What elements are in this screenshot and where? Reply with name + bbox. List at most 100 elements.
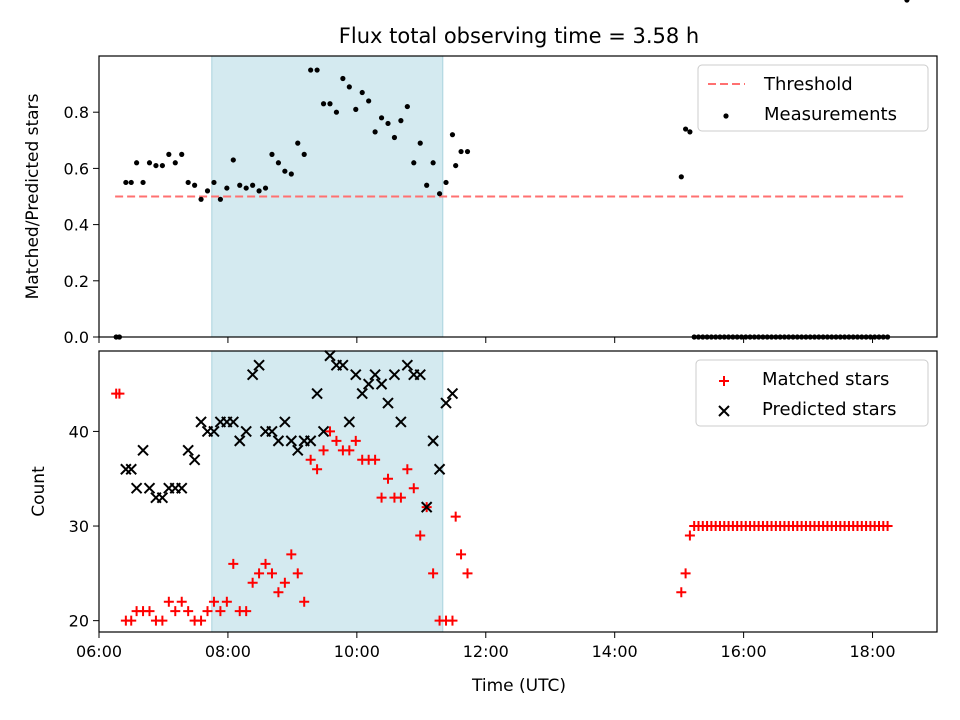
legend-dot-swatch [723, 113, 729, 119]
count-plus-point [176, 596, 187, 607]
count-cross-point [311, 387, 323, 400]
ratio-dot-point [204, 188, 211, 194]
count-plus-point [450, 511, 461, 522]
count-cross-point [188, 454, 201, 466]
ratio-dot-point [288, 171, 294, 177]
count-cross-point [137, 444, 149, 457]
count-y-axis-label: Count [29, 466, 49, 517]
count-cross-point [182, 444, 194, 457]
count-cross-point [446, 387, 459, 400]
y-tick-label: 0.4 [64, 216, 89, 235]
count-cross-point [195, 416, 207, 428]
count-plus-point [882, 521, 893, 532]
count-plus-point [376, 492, 387, 503]
count-cross-point [382, 397, 394, 409]
ratio-dot-point [372, 129, 378, 135]
x-tick-label: 06:00 [76, 642, 122, 661]
ratio-dot-point [436, 191, 443, 197]
ratio-dot-point [346, 84, 352, 90]
count-cross-point [176, 482, 188, 494]
ratio-dot-point [398, 118, 404, 124]
ratio-dot-point [411, 160, 417, 166]
legend-label: Predicted stars [762, 399, 896, 420]
count-cross-point [440, 397, 452, 409]
count-plus-point [428, 568, 439, 579]
count-plus-point [350, 435, 361, 446]
ratio-dot-point [217, 196, 224, 202]
count-plus-point [305, 454, 316, 465]
ratio-dot-point [430, 160, 436, 166]
count-plus-point [408, 483, 419, 494]
ratio-dot-point [159, 162, 165, 169]
panel-ratio: 0.0 0.2 0.4 0.6 0.8 Matched/Predicted stars Th… [23, 0, 938, 347]
count-cross-point [324, 350, 336, 362]
ratio-dot-point [385, 120, 391, 127]
observing-window-band [211, 351, 443, 632]
ratio-dot-point [449, 132, 456, 138]
count-plus-point [228, 558, 239, 569]
ratio-dot-point [211, 179, 217, 186]
legend-box [697, 64, 929, 132]
ratio-dot-point [404, 103, 410, 110]
count-cross-point [395, 416, 407, 428]
count-cross-point [317, 425, 330, 438]
count-plus-point [208, 596, 219, 607]
ratio-dot-point [179, 151, 185, 157]
ratio-dot-point [453, 162, 459, 169]
ratio-dot-point [172, 160, 178, 166]
count-plus-point [680, 568, 691, 579]
x-tick-label: 12:00 [463, 642, 509, 661]
count-cross-point [362, 378, 375, 390]
count-cross-point [304, 435, 317, 447]
count-plus-point [676, 587, 687, 598]
y-tick-label: 30 [69, 517, 89, 536]
count-cross-point [375, 378, 388, 390]
ratio-dot-point [282, 168, 288, 174]
count-cross-point [337, 359, 349, 371]
legend-cross-swatch [718, 405, 730, 417]
count-plus-point [221, 596, 232, 607]
count-plus-point [126, 615, 137, 626]
count-plus-point [215, 606, 226, 617]
count-cross-point [401, 359, 414, 371]
ratio-dot-point [443, 179, 449, 186]
ratio-dot-point [366, 98, 372, 104]
legend-label: Measurements [764, 104, 897, 125]
ratio-dot-point [185, 179, 191, 186]
ratio-dot-point [269, 151, 275, 157]
chart-title: Flux total observing time = 3.58 h [339, 24, 699, 48]
y-tick-label: 0.2 [64, 272, 89, 291]
count-plus-point [318, 445, 329, 456]
count-plus-point [286, 549, 297, 560]
count-plus-point [202, 606, 213, 617]
count-plus-point [370, 454, 381, 465]
count-cross-point [427, 435, 439, 447]
count-cross-point [253, 359, 265, 371]
ratio-dot-point [464, 148, 471, 155]
count-cross-point [285, 435, 298, 447]
count-plus-point [324, 426, 335, 437]
ratio-dot-point [134, 160, 140, 166]
count-plus-point [266, 568, 277, 579]
count-cross-point [272, 435, 285, 447]
ratio-dot-point [378, 115, 385, 121]
count-cross-point [120, 463, 132, 475]
ratio-dot-point [417, 140, 423, 146]
count-plus-point [395, 492, 406, 503]
ratio-dot-point [224, 185, 230, 191]
x-tick-label: 08:00 [205, 642, 251, 661]
ratio-axes-frame [98, 55, 938, 338]
count-axes-frame [98, 350, 938, 633]
ratio-y-axis-label: Matched/Predicted stars [23, 93, 43, 299]
count-cross-point [292, 444, 304, 457]
x-tick-label: 18:00 [849, 642, 895, 661]
count-cross-point [433, 463, 446, 475]
count-cross-point [246, 368, 259, 381]
count-cross-point [350, 368, 362, 381]
ratio-dot-point [198, 196, 204, 202]
ratio-dot-point [262, 185, 269, 191]
ratio-dot-point [153, 162, 159, 169]
ratio-dot-point [123, 179, 129, 186]
count-cross-point [130, 482, 143, 494]
